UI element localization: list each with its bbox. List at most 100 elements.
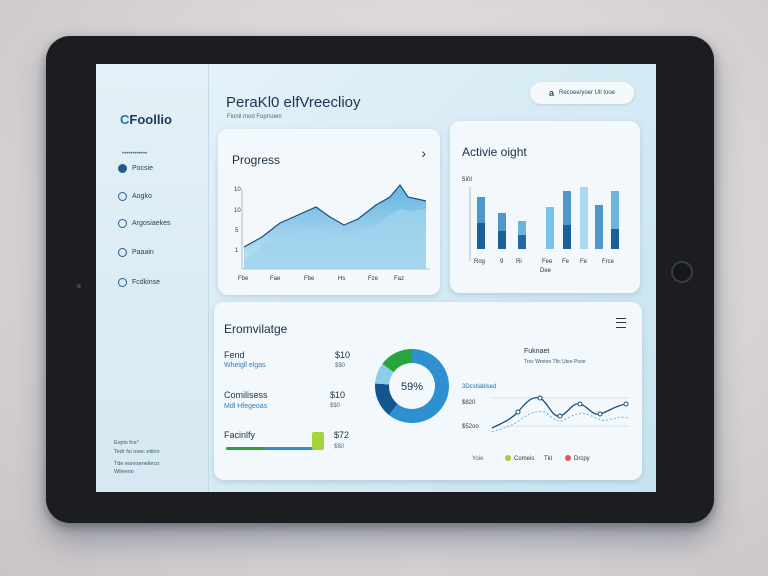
menu-icon[interactable]: [616, 318, 626, 328]
progress-card: Progress › 10 10 5 1 Fbe Fae Fbe: [218, 129, 440, 295]
x-tick: Fe: [580, 259, 588, 265]
point: [577, 401, 583, 407]
legend-label: Comeis: [514, 456, 534, 462]
row-value-2: $$0: [334, 444, 345, 450]
point: [623, 401, 629, 407]
donut-slice: [375, 383, 398, 415]
search-icon: a: [548, 88, 554, 98]
point: [515, 409, 521, 415]
activity-title: Activie oight: [462, 145, 527, 159]
line-series: [491, 396, 627, 429]
sidebar-item-1[interactable]: Aogko: [118, 192, 152, 201]
x-tick: Fee: [542, 259, 553, 265]
camera: [77, 284, 81, 288]
sidebar-item-4[interactable]: Fcdkinse: [118, 278, 160, 287]
overview-title: Eromvilatge: [224, 322, 288, 336]
sidebar-footer-3: Wiieeno: [114, 469, 134, 475]
circle-icon: [118, 278, 127, 287]
legend-label: Yoie: [472, 456, 484, 462]
overview-card: Eromvilatge Fend Wheigll elgas $10 $$0 C…: [214, 302, 642, 480]
row-value-2: $$0: [335, 363, 346, 369]
row-label: Comilisess: [224, 390, 268, 400]
bar: [498, 231, 506, 249]
tablet-frame: CFoollio •••••••••••• Pocsie Aogko Argos…: [46, 36, 714, 523]
search-button[interactable]: a Recoee/yoer Ull tooe: [530, 82, 634, 104]
sidebar-item-3[interactable]: Paaain: [118, 248, 154, 257]
circle-icon: [118, 219, 127, 228]
bar: [477, 223, 485, 249]
x-tick: Fbe: [304, 276, 315, 282]
line-title: Fuknaet: [524, 348, 550, 355]
circle-icon: [118, 192, 127, 201]
legend-swatch: [565, 455, 571, 461]
x-tick: Rog: [474, 259, 485, 265]
legend-swatch: [505, 455, 511, 461]
legend-label: Tkl: [544, 456, 552, 462]
y-tick: 1: [235, 248, 239, 254]
line-subtitle: Troc Wrotoe Tfic Uteo Pooe: [524, 359, 586, 365]
bar: [563, 191, 571, 225]
brand-logo[interactable]: CFoollio: [120, 112, 172, 127]
line-series: [243, 183, 427, 248]
y-label: 3Dcstiablsed: [462, 384, 496, 390]
home-button[interactable]: [671, 261, 693, 283]
donut-chart: 59%: [375, 349, 449, 423]
row-value: $72: [334, 430, 350, 440]
y-tick: 10: [234, 187, 241, 193]
page-title: PeraKl0 elfVreeclioy: [226, 94, 361, 111]
sidebar-caption: ••••••••••••: [122, 151, 148, 157]
row-sub: Mdl Hfegeoas: [224, 403, 268, 410]
row-label: Facinlfy: [224, 430, 256, 440]
donut-slice: [375, 363, 394, 385]
bar: [477, 197, 485, 223]
x-tick: Fe: [562, 259, 570, 265]
row-value: $10: [335, 350, 351, 360]
row-value: $10: [330, 390, 346, 400]
donut-center-label: 59%: [401, 381, 423, 393]
y-tick: 10: [234, 208, 241, 214]
sidebar-footer-2: Tde eoreseneiieco: [114, 461, 160, 467]
sidebar-item-0[interactable]: Pocsie: [118, 164, 153, 173]
point: [557, 413, 563, 419]
line-chart: 3Dcstiablsed $820 $52oo Yoie Comeis Tkl: [462, 384, 630, 462]
x-tick: 9: [500, 259, 504, 265]
row-label: Fend: [224, 350, 245, 360]
bar: [498, 213, 506, 231]
search-label: Recoee/yoer Ull tooe: [558, 90, 616, 96]
point: [537, 395, 543, 401]
progress-title: Progress: [232, 153, 281, 167]
x-sub-label: Dee: [540, 268, 552, 274]
bar: [611, 229, 619, 249]
x-tick: Faz: [394, 276, 404, 282]
legend-label: Drcpy: [574, 456, 590, 462]
circle-icon: [118, 248, 127, 257]
progress-chart: 10 10 5 1 Fbe Fae Fbe Hs Fze Faz: [234, 183, 430, 282]
x-tick: Fae: [270, 276, 281, 282]
point: [597, 411, 603, 417]
y-label: $820: [462, 400, 476, 406]
x-tick: Hs: [338, 276, 345, 282]
row-value-2: $$0: [330, 403, 341, 409]
sidebar-footer-0: Evpio fce°: [114, 440, 139, 446]
bar: [518, 221, 526, 235]
activity-card: Activie oight 5I0I Rog 9 R: [450, 121, 640, 293]
row-sub: Wheigll elgas: [224, 362, 266, 369]
y-label: $52oo: [462, 424, 479, 430]
dashboard-icon: [118, 164, 127, 173]
bar: [595, 205, 603, 249]
bar: [563, 225, 571, 249]
page-subtitle: Fionil mod Foprsoen: [227, 114, 282, 120]
x-tick: Fze: [368, 276, 379, 282]
app-screen: CFoollio •••••••••••• Pocsie Aogko Argos…: [96, 64, 656, 492]
sidebar: CFoollio •••••••••••• Pocsie Aogko Argos…: [96, 64, 209, 492]
sidebar-footer-1: Tedr fsi osec etiinn: [114, 449, 160, 455]
donut-slice: [388, 349, 449, 423]
sidebar-item-2[interactable]: Argosiaekes: [118, 219, 171, 228]
chevron-right-icon[interactable]: ›: [421, 145, 426, 161]
x-tick: Frce: [602, 259, 615, 265]
bar: [518, 235, 526, 249]
y-label: 5I0I: [462, 177, 472, 183]
bar: [546, 207, 554, 249]
activity-chart: 5I0I Rog 9 Ri Fee Fe: [462, 177, 619, 274]
area-series-front: [244, 209, 426, 269]
